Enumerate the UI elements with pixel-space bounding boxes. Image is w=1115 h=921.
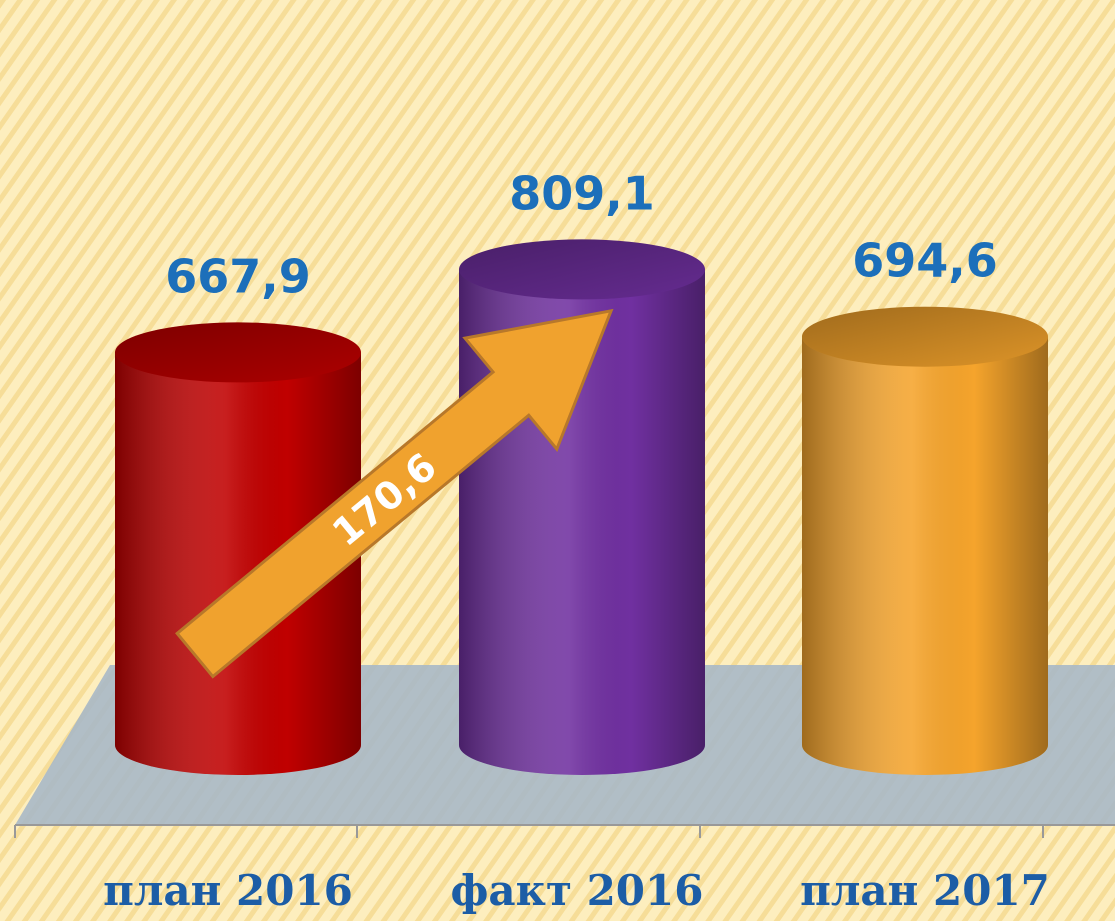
x-tick-label: план 2017 — [800, 866, 1050, 915]
cylinder-top-shade — [459, 239, 705, 300]
x-tick-label: план 2016 — [103, 866, 353, 915]
cylinder-shade — [802, 336, 1048, 775]
value-label: 694,6 — [852, 234, 998, 288]
cylinder-top-shade — [115, 322, 361, 383]
cylinder — [802, 306, 1048, 775]
x-tick-label: факт 2016 — [451, 866, 704, 915]
arrow-shape — [175, 308, 614, 679]
value-label: 667,9 — [165, 249, 311, 303]
cylinder-top-shade — [802, 306, 1048, 367]
cylinder — [115, 322, 361, 775]
value-label: 809,1 — [509, 166, 655, 220]
cylinder-shade — [115, 352, 361, 775]
